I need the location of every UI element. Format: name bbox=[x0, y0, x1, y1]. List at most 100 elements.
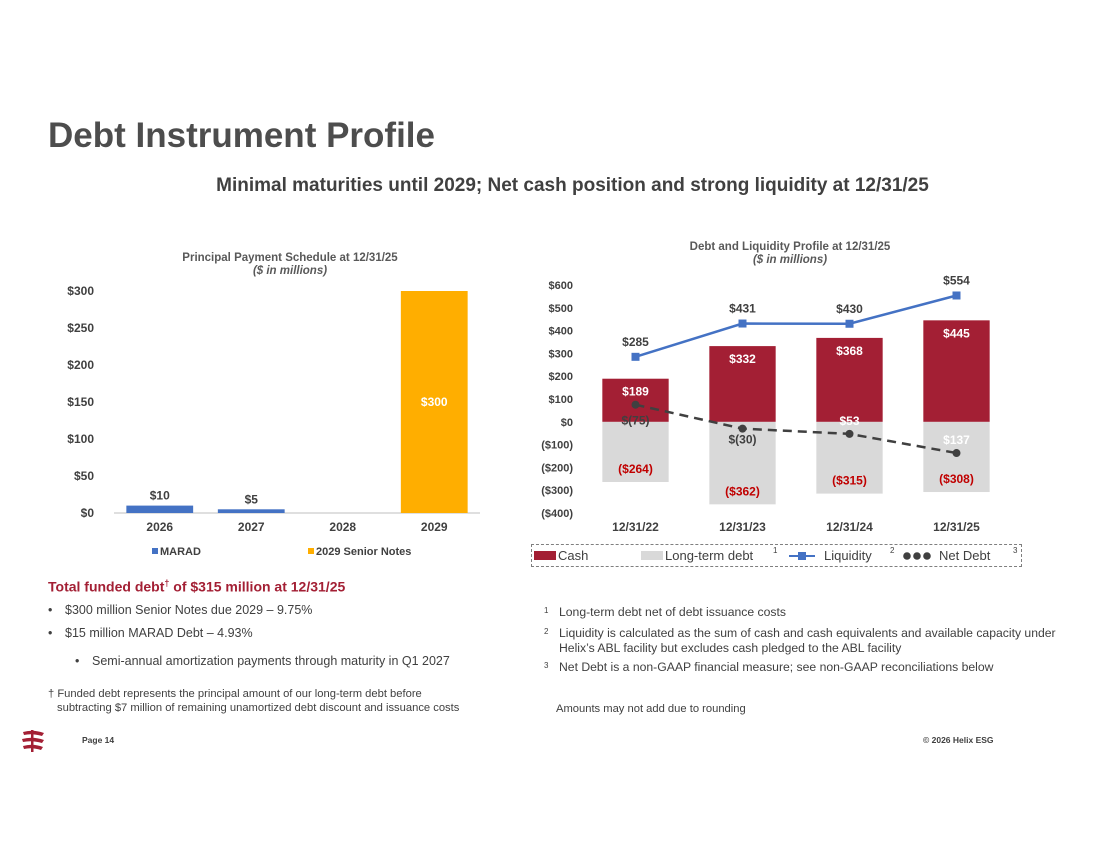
legend-marker-net-debt bbox=[923, 552, 931, 560]
principal-chart-title: Principal Payment Schedule at 12/31/25 (… bbox=[160, 252, 420, 278]
funded-debt-heading-suffix: of $315 million at 12/31/25 bbox=[169, 578, 346, 595]
bar-cash bbox=[602, 378, 669, 422]
bar-data-label: $5 bbox=[245, 492, 259, 506]
footnote-2: 2 Liquidity is calculated as the sum of … bbox=[544, 626, 1069, 656]
bar-long-term-debt bbox=[709, 421, 776, 505]
y-tick-label: ($200) bbox=[541, 462, 573, 474]
funded-debt-sub-bullets: Semi-annual amortization payments throug… bbox=[75, 654, 450, 668]
x-tick-label: 2026 bbox=[146, 520, 173, 534]
y-tick-label: $400 bbox=[549, 326, 573, 338]
legend-superscript: 2 bbox=[890, 546, 895, 555]
liquidity-chart-title-text: Debt and Liquidity Profile at 12/31/25 bbox=[689, 241, 891, 253]
line-data-label: $(30) bbox=[728, 433, 756, 447]
bar-data-label: $300 bbox=[421, 395, 448, 409]
legend-swatch bbox=[152, 548, 158, 554]
line-data-label: $431 bbox=[729, 302, 756, 316]
x-tick-label: 12/31/23 bbox=[719, 520, 766, 534]
liquidity-chart-units: ($ in millions) bbox=[752, 254, 828, 266]
x-tick-label: 2027 bbox=[238, 520, 265, 534]
point-net-debt bbox=[631, 400, 640, 409]
point-liquidity bbox=[952, 291, 961, 300]
line-data-label: $(75) bbox=[621, 414, 649, 428]
y-tick-label: $500 bbox=[549, 303, 573, 315]
funded-debt-footnote-line2: subtracting $7 million of remaining unam… bbox=[57, 701, 460, 714]
bar-data-label: ($315) bbox=[832, 474, 867, 488]
x-tick-label: 12/31/22 bbox=[612, 520, 659, 534]
legend-label: Cash bbox=[558, 548, 588, 563]
point-liquidity bbox=[631, 352, 640, 361]
y-tick-label: $100 bbox=[549, 394, 573, 406]
y-tick-label: ($400) bbox=[541, 508, 573, 520]
bar-data-label: $10 bbox=[150, 489, 170, 503]
funded-debt-footnote-line1: † Funded debt represents the principal a… bbox=[48, 688, 422, 700]
bar-cash bbox=[816, 337, 883, 422]
series-line-net-debt bbox=[635, 403, 957, 455]
y-tick-label: $0 bbox=[81, 506, 95, 520]
point-net-debt bbox=[845, 429, 854, 438]
bullet-senior-notes: $300 million Senior Notes due 2029 – 9.7… bbox=[48, 603, 312, 617]
x-tick-label: 2028 bbox=[329, 520, 356, 534]
legend-swatch bbox=[308, 548, 314, 554]
y-tick-label: $0 bbox=[561, 417, 573, 429]
legend-label: 2029 Senior Notes bbox=[316, 546, 411, 558]
line-data-label: $53 bbox=[839, 414, 859, 428]
legend-superscript: 3 bbox=[1013, 546, 1018, 555]
y-tick-label: $300 bbox=[67, 284, 94, 298]
x-tick-label: 12/31/24 bbox=[826, 520, 873, 534]
y-tick-label: ($300) bbox=[541, 485, 573, 497]
bar-data-label: $445 bbox=[943, 326, 970, 340]
bar-data-label: ($308) bbox=[939, 472, 974, 486]
bar-long-term-debt bbox=[602, 421, 669, 482]
page-number: Page 14 bbox=[82, 735, 115, 745]
y-tick-label: $100 bbox=[67, 432, 94, 446]
rounding-note: Amounts may not add due to rounding bbox=[556, 703, 746, 715]
helix-logo bbox=[18, 728, 48, 754]
legend-label: Long-term debt bbox=[665, 548, 754, 563]
legend-swatch-long-term-debt bbox=[641, 551, 663, 560]
series-line-liquidity bbox=[635, 294, 957, 359]
legend-marker-net-debt bbox=[913, 552, 921, 560]
principal-chart-units: ($ in millions) bbox=[252, 265, 328, 277]
legend-superscript: 1 bbox=[773, 546, 778, 555]
bar-marad bbox=[126, 505, 194, 513]
y-tick-label: ($100) bbox=[541, 440, 573, 452]
bullet-marad: $15 million MARAD Debt – 4.93% bbox=[48, 626, 312, 640]
debt-liquidity-chart: ($400) ($300) ($200) ($100) $0 $100 $200 $300 $4… bbox=[541, 273, 990, 534]
bar-marad bbox=[217, 509, 285, 513]
funded-debt-bullets: $300 million Senior Notes due 2029 – 9.7… bbox=[48, 603, 312, 640]
legend-label: Liquidity bbox=[824, 548, 872, 563]
footnote-number: 2 bbox=[544, 627, 549, 636]
liquidity-chart-legend: Cash Long-term debt 1 Liquidity 2 Net Debt 3 bbox=[534, 546, 1018, 563]
footnote-number: 1 bbox=[544, 606, 549, 615]
legend-label: MARAD bbox=[160, 546, 201, 558]
page-title: Debt Instrument Profile bbox=[48, 116, 435, 155]
footnote-text: Net Debt is a non-GAAP financial measure… bbox=[559, 660, 994, 674]
y-tick-label: $250 bbox=[67, 321, 94, 335]
footnote-text: Liquidity is calculated as the sum of ca… bbox=[559, 626, 1056, 655]
y-tick-label: $50 bbox=[74, 469, 94, 483]
legend-label: Net Debt bbox=[939, 548, 991, 563]
y-tick-label: $200 bbox=[67, 358, 94, 372]
bar-data-label: $332 bbox=[729, 352, 756, 366]
point-net-debt bbox=[738, 424, 747, 433]
line-data-label: $430 bbox=[836, 302, 863, 316]
y-tick-label: $150 bbox=[67, 395, 94, 409]
point-liquidity bbox=[845, 319, 854, 328]
legend-marker-liquidity bbox=[798, 552, 806, 560]
footnote-text: Long-term debt net of debt issuance cost… bbox=[559, 605, 786, 619]
line-data-label: $285 bbox=[622, 335, 649, 349]
liquidity-chart-legend-frame bbox=[531, 544, 1022, 567]
page-subtitle: Minimal maturities until 2029; Net cash … bbox=[216, 175, 929, 196]
legend-swatch-cash bbox=[534, 551, 556, 560]
bar-2029-senior-notes bbox=[400, 291, 468, 513]
footnote-3: 3 Net Debt is a non-GAAP financial measu… bbox=[544, 660, 1069, 675]
bar-data-label: ($264) bbox=[618, 462, 653, 476]
funded-debt-heading-prefix: Total funded debt bbox=[48, 578, 165, 595]
bar-cash bbox=[923, 320, 990, 422]
y-tick-label: $200 bbox=[549, 371, 573, 383]
bar-data-label: $189 bbox=[622, 385, 649, 399]
x-tick-label: 2029 bbox=[421, 520, 448, 534]
copyright: © 2026 Helix ESG bbox=[923, 735, 994, 745]
principal-payment-chart: $0 $50 $100 $150 $200 $250 $300 2026 2027 2028 202… bbox=[67, 284, 480, 558]
line-data-label: $554 bbox=[943, 273, 970, 287]
